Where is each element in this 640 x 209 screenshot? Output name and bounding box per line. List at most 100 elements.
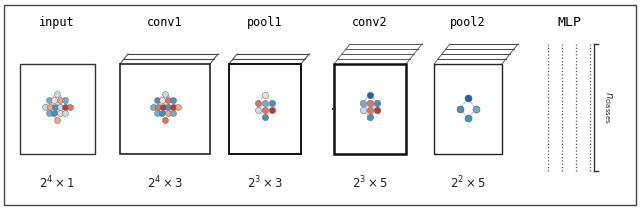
Point <box>475 100 485 104</box>
Point <box>54 112 65 115</box>
Point <box>160 92 170 95</box>
Point <box>474 102 484 106</box>
Point <box>157 98 168 102</box>
Point <box>157 112 168 115</box>
Point <box>152 112 162 115</box>
Point <box>268 84 278 88</box>
Point <box>267 101 277 104</box>
Point <box>153 100 163 104</box>
Point <box>365 101 375 104</box>
Point <box>264 103 274 107</box>
Point <box>49 98 60 102</box>
Point <box>166 100 177 104</box>
Point <box>479 95 489 99</box>
Point <box>363 97 373 100</box>
Point <box>387 82 397 85</box>
Point <box>161 95 172 99</box>
Point <box>379 92 389 95</box>
Point <box>163 98 173 102</box>
Point <box>381 94 391 97</box>
Point <box>471 88 481 91</box>
Point <box>164 88 174 92</box>
Point <box>163 105 173 108</box>
Point <box>168 105 178 108</box>
Text: $2^4 \times 1$: $2^4 \times 1$ <box>39 174 75 191</box>
Point <box>479 78 489 81</box>
Point <box>383 93 393 97</box>
Point <box>54 98 65 102</box>
Point <box>377 99 387 102</box>
Point <box>165 101 175 105</box>
Point <box>260 101 270 104</box>
Point <box>264 110 274 113</box>
Point <box>156 106 166 110</box>
Point <box>371 93 381 97</box>
Point <box>468 92 478 96</box>
Point <box>170 101 180 105</box>
Point <box>478 97 488 101</box>
Text: $n_\mathrm{classes}$: $n_\mathrm{classes}$ <box>602 91 614 124</box>
Point <box>52 92 62 95</box>
Point <box>161 89 171 93</box>
Bar <box>434 64 502 154</box>
Point <box>162 100 172 104</box>
Point <box>267 109 277 112</box>
Point <box>168 83 178 87</box>
Point <box>472 87 482 91</box>
Point <box>375 82 385 85</box>
Text: $2^3 \times 3$: $2^3 \times 3$ <box>247 174 283 191</box>
Point <box>271 96 281 100</box>
Text: pool2: pool2 <box>450 16 486 29</box>
Point <box>373 92 383 95</box>
Point <box>172 94 182 98</box>
Point <box>45 105 55 108</box>
Point <box>268 104 278 108</box>
Point <box>170 95 180 99</box>
Point <box>375 97 385 100</box>
Point <box>52 118 62 122</box>
Point <box>381 75 391 79</box>
Point <box>381 88 391 92</box>
Point <box>467 110 477 114</box>
Point <box>365 93 375 96</box>
Text: conv1: conv1 <box>147 16 183 29</box>
Bar <box>229 64 301 154</box>
Point <box>60 105 70 108</box>
Text: conv2: conv2 <box>352 16 388 29</box>
Point <box>253 101 263 104</box>
Point <box>173 105 183 108</box>
Point <box>367 98 377 102</box>
Point <box>260 109 270 112</box>
Point <box>460 102 470 106</box>
Point <box>175 101 186 105</box>
Point <box>164 112 174 116</box>
Point <box>49 112 60 115</box>
Point <box>161 94 172 98</box>
Point <box>179 95 189 99</box>
Point <box>166 94 177 98</box>
Point <box>156 94 166 98</box>
Point <box>369 90 379 94</box>
Point <box>486 87 497 91</box>
Point <box>257 103 268 107</box>
Point <box>40 105 50 108</box>
Point <box>148 105 158 108</box>
Point <box>463 97 474 101</box>
Point <box>463 116 473 120</box>
Point <box>60 98 70 102</box>
Point <box>253 109 263 112</box>
Point <box>475 83 485 86</box>
Point <box>175 89 186 93</box>
Point <box>261 98 271 102</box>
Point <box>268 91 278 95</box>
Point <box>160 118 170 122</box>
Point <box>261 91 271 95</box>
Point <box>60 112 70 115</box>
Point <box>375 103 385 107</box>
Point <box>365 115 375 119</box>
Point <box>365 109 375 112</box>
Point <box>377 80 387 84</box>
Point <box>358 101 368 104</box>
Point <box>165 89 175 93</box>
Point <box>168 107 178 111</box>
